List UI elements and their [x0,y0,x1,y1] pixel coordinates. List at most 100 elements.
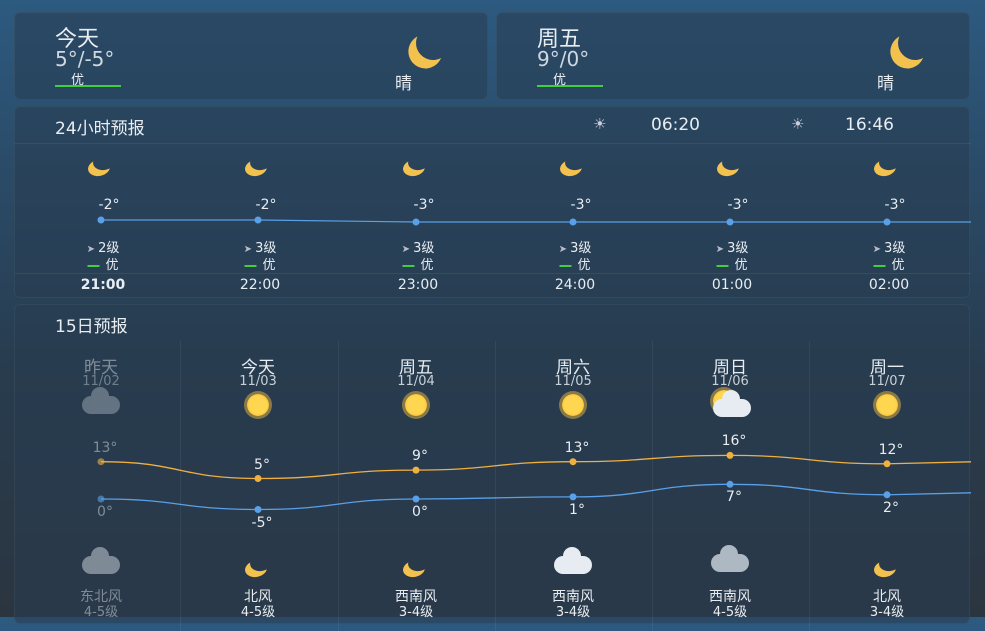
hourly-time: 24:00 [554,277,596,293]
wind-arrow-icon: ➤ [243,244,256,255]
today-aqi: 优 [71,73,85,88]
low-temp-point [569,493,577,501]
hourly-aqi: 优 [87,254,119,273]
wind-level: 3级 [413,241,435,256]
sunrise-time: 06:20 [651,115,700,135]
friday-condition: 晴 [877,74,894,94]
low-temp-point [412,495,420,503]
divider [15,273,971,274]
hourly-wind: ➤ 3级 [559,237,592,256]
wind-arrow-icon: ➤ [86,244,99,255]
daily-temp-chart [97,451,971,513]
hourly-temp: -3° [413,197,435,213]
daily-wind-dir: 北风 [244,589,272,605]
friday-card[interactable]: 周五 9°/0° 优 晴 [496,12,970,100]
hourly-temp-line [97,216,971,226]
hourly-wind: ➤ 3级 [716,237,749,256]
sun-icon [876,394,898,416]
moon-icon [895,23,934,62]
high-temp-point [97,458,105,466]
daily-date: 11/07 [868,374,906,389]
cloud-shape [713,390,751,417]
friday-aqi: 优 [553,73,567,88]
hourly-forecast-card: 24小时预报 ☀ 06:20 ☀ 16:46 -2° ➤ 2级 优 21:00 … [14,106,971,298]
low-temp-point [726,480,734,488]
wind-level: 3级 [727,241,749,256]
aqi-label: 优 [105,258,119,273]
hourly-temp: -2° [255,197,277,213]
hourly-temp: -3° [570,197,592,213]
daily-date: 11/02 [82,374,120,389]
hourly-time: 23:00 [397,277,439,293]
column-divider [495,341,496,631]
hourly-temp-point [569,218,577,226]
hourly-temp: -3° [884,197,906,213]
sun-icon [405,394,427,416]
aqi-indicator [402,264,415,267]
column-divider [809,341,810,631]
aqi-label: 优 [262,258,276,273]
cloud-rain-icon [711,545,749,572]
hourly-temp-point [254,216,262,224]
daily-low: 0° [97,504,113,520]
daily-high: 13° [92,439,118,456]
friday-label: 周五 [537,27,582,52]
hourly-aqi: 优 [402,254,434,273]
sunset-icon: ☀ [791,115,805,133]
hourly-temp-point [97,216,105,224]
sunrise-icon: ☀ [593,115,607,133]
aqi-label: 优 [891,258,905,273]
daily-day: 周六 [556,358,590,378]
hourly-time: 21:00 [80,277,126,293]
hourly-time: 22:00 [239,277,281,293]
today-temps: 5°/-5° [55,47,115,71]
sun-icon [562,394,584,416]
hourly-wind: ➤ 3级 [402,237,435,256]
high-temp-point [254,475,262,482]
aqi-label: 优 [577,258,591,273]
low-temp-point [97,495,105,503]
today-card[interactable]: 今天 5°/-5° 优 晴 [14,12,488,100]
daily-high: 13° [564,439,590,456]
aqi-indicator [559,264,572,267]
hourly-temp-point [726,218,734,226]
daily-high: 9° [412,448,428,465]
high-temp-point [569,458,577,466]
wind-level: 3级 [570,241,592,256]
aqi-label: 优 [420,258,434,273]
daily-wind-level: 4-5级 [83,605,119,620]
wind-arrow-icon: ➤ [715,244,728,255]
daily-wind-level: 3-4级 [555,605,591,620]
aqi-bar [55,85,121,87]
high-temp-point [726,451,734,459]
daily-wind-level: 4-5级 [240,605,276,620]
wind-level: 3级 [884,241,906,256]
wind-level: 2级 [98,241,120,256]
low-temp-point [883,491,891,499]
friday-temps: 9°/0° [537,47,590,71]
sun-icon [247,394,269,416]
aqi-indicator [873,264,886,267]
hourly-aqi: 优 [716,254,748,273]
hourly-aqi: 优 [244,254,276,273]
column-divider [180,341,181,631]
hourly-aqi: 优 [873,254,905,273]
wind-arrow-icon: ➤ [872,244,885,255]
high-temp-point [412,466,420,474]
daily-date: 11/03 [239,374,277,389]
hourly-temp-point [883,218,891,226]
hourly-time: 01:00 [711,277,753,293]
cloud-moon-icon [82,547,120,574]
wind-level: 3级 [255,241,277,256]
column-divider [338,341,339,631]
cloud-moon-icon [554,547,592,574]
sunset-time: 16:46 [845,115,894,135]
daily-wind-dir: 北风 [873,589,901,605]
daily-wind-dir: 西南风 [552,589,594,605]
hourly-temp: -3° [727,197,749,213]
column-divider [652,341,653,631]
daily-wind-dir: 西南风 [395,589,437,605]
daily-date: 11/05 [554,374,592,389]
daily-day: 周五 [399,358,433,378]
high-temp-line [100,454,971,480]
